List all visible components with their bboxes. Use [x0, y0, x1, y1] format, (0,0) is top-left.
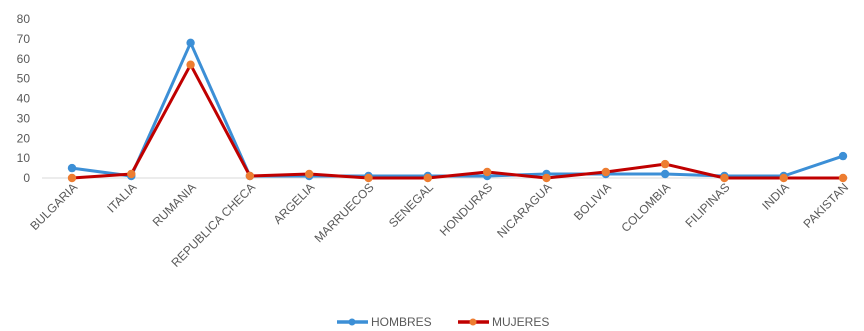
data-point-mujeres: [542, 173, 551, 183]
y-tick-label: 70: [17, 32, 31, 46]
x-tick-label: INDIA: [759, 180, 792, 213]
data-point-mujeres: [364, 173, 373, 183]
data-point-mujeres: [67, 173, 77, 183]
x-tick-label: NICARAGUA: [494, 180, 554, 240]
data-point-mujeres: [601, 167, 610, 177]
legend-marker-mujeres: [469, 318, 477, 326]
x-tick-label: COLOMBIA: [618, 180, 673, 235]
data-point-hombres: [67, 163, 77, 173]
x-tick-label: ITALIA: [104, 180, 139, 215]
x-tick-label: PAKISTAN: [801, 180, 852, 231]
legend: HOMBRES MUJERES: [337, 315, 549, 329]
legend-label-mujeres: MUJERES: [492, 315, 549, 329]
series-hombres: [67, 38, 848, 181]
data-point-hombres: [186, 38, 195, 47]
legend-item-mujeres: MUJERES: [458, 315, 549, 329]
x-tick-label: BULGARIA: [27, 180, 80, 233]
y-tick-label: 60: [17, 52, 31, 66]
x-tick-label: MARRUECOS: [312, 180, 377, 245]
y-tick-label: 50: [17, 72, 31, 86]
series-mujeres: [67, 60, 848, 183]
series-line-mujeres: [70, 63, 845, 180]
series-layer: [67, 38, 848, 183]
y-tick-label: 30: [17, 111, 31, 125]
data-point-mujeres: [186, 60, 195, 69]
data-point-hombres: [838, 151, 848, 161]
data-point-mujeres: [127, 169, 136, 179]
data-point-mujeres: [245, 171, 255, 181]
data-point-mujeres: [838, 173, 848, 183]
x-tick-label: BOLIVIA: [571, 180, 614, 223]
legend-item-hombres: HOMBRES: [337, 315, 432, 329]
y-tick-label: 40: [17, 92, 31, 106]
y-tick-label: 10: [17, 151, 31, 165]
y-tick-label: 20: [17, 131, 31, 145]
legend-label-hombres: HOMBRES: [371, 315, 432, 329]
x-tick-label: RUMANIA: [150, 180, 199, 229]
data-point-mujeres: [483, 167, 492, 177]
data-point-mujeres: [305, 169, 314, 179]
x-tick-label: ARGELIA: [271, 180, 318, 227]
x-tick-label: HONDURAS: [437, 180, 495, 238]
x-tick-label: FILIPINAS: [683, 180, 733, 230]
legend-marker-hombres: [348, 318, 356, 326]
x-tick-label: SENEGAL: [386, 180, 436, 230]
data-point-mujeres: [660, 159, 670, 169]
data-point-hombres: [660, 169, 670, 179]
data-point-mujeres: [720, 173, 729, 183]
y-tick-label: 80: [17, 12, 31, 26]
data-point-mujeres: [423, 173, 432, 183]
data-point-mujeres: [779, 173, 788, 183]
y-axis: 0 10 20 30 40 50 60 70 80: [17, 12, 31, 185]
y-tick-label: 0: [23, 171, 30, 185]
